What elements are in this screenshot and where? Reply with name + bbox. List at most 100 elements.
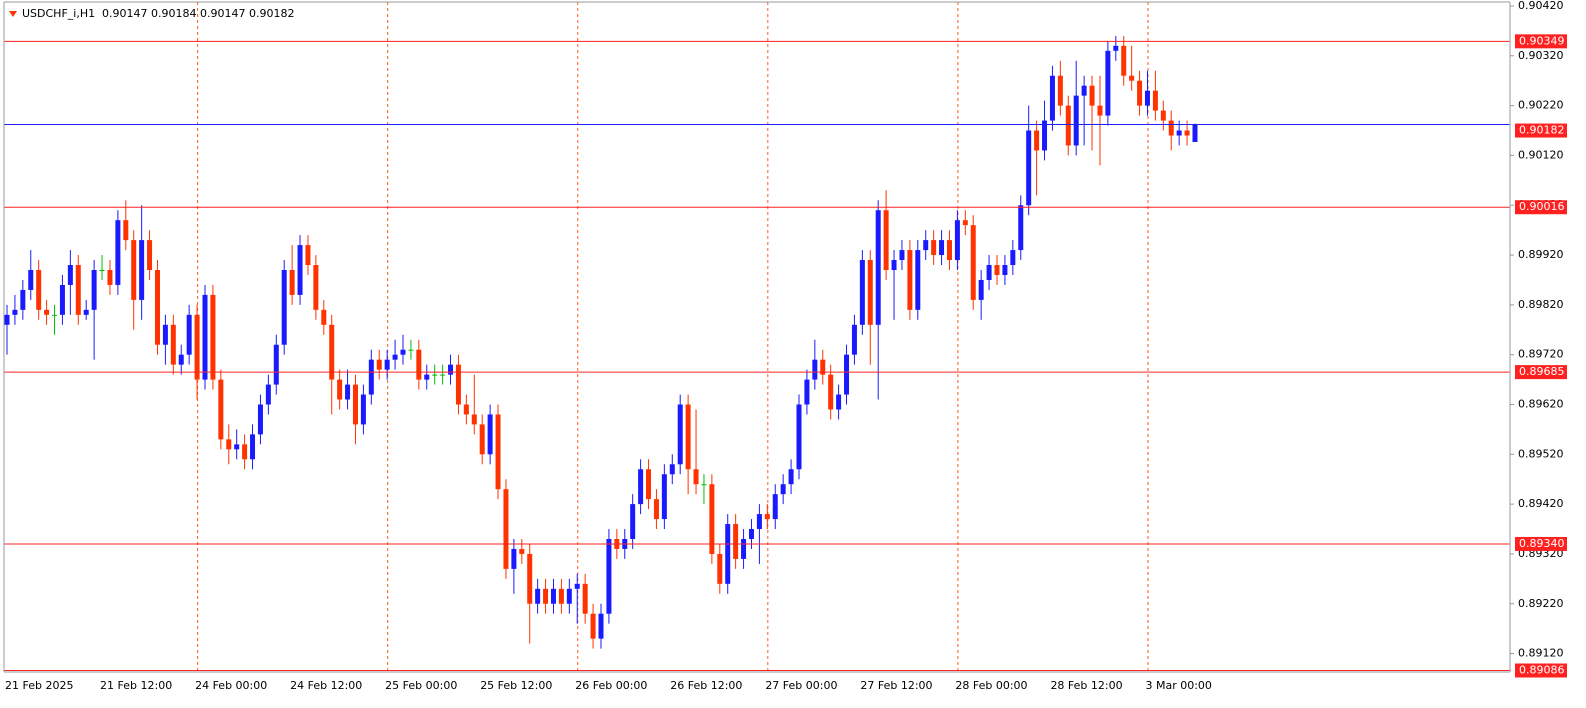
candle-body xyxy=(20,289,26,310)
candle-body xyxy=(590,613,596,639)
candle-body xyxy=(566,588,572,604)
candle-body xyxy=(384,359,390,370)
candle-body xyxy=(939,240,945,256)
candle-body xyxy=(242,444,248,460)
candle-body xyxy=(337,379,343,400)
candle-body xyxy=(91,270,97,310)
level-label-bg xyxy=(1515,200,1567,215)
candle-body xyxy=(748,529,754,539)
candle-body xyxy=(147,240,153,270)
level-label-bg xyxy=(1515,663,1567,678)
candle-body xyxy=(424,374,430,380)
candle-body xyxy=(352,384,358,425)
candle-body xyxy=(305,245,311,266)
x-tick-label: 24 Feb 12:00 xyxy=(290,679,362,692)
candle-body xyxy=(725,524,731,584)
candle-body xyxy=(36,270,42,310)
candle-body xyxy=(646,469,652,500)
candle-body xyxy=(1034,130,1040,151)
candle-body xyxy=(511,548,517,569)
candle-body xyxy=(273,344,279,385)
candle-body xyxy=(1121,45,1127,76)
candle-body xyxy=(186,314,192,355)
candle-body xyxy=(970,225,976,300)
candle-body xyxy=(455,364,461,405)
candle-body xyxy=(741,538,747,559)
candle-body xyxy=(851,324,857,355)
candle-body xyxy=(368,359,374,395)
candle-body xyxy=(194,314,200,380)
candle-body xyxy=(677,404,683,465)
candle-body xyxy=(376,359,382,370)
chart-title: USDCHF_i,H1 xyxy=(22,7,95,20)
candle-body xyxy=(392,354,398,360)
y-tick-label: 0.90120 xyxy=(1518,148,1564,161)
candle-body xyxy=(978,279,984,300)
candle-body xyxy=(772,494,778,520)
candle-body xyxy=(1057,75,1063,106)
level-label-bg xyxy=(1515,34,1567,49)
candle-body xyxy=(954,220,960,261)
candle-body xyxy=(115,220,121,285)
x-tick-label: 26 Feb 12:00 xyxy=(670,679,742,692)
x-tick-label: 24 Feb 00:00 xyxy=(195,679,267,692)
level-label-bg xyxy=(1515,365,1567,380)
candle-body xyxy=(946,240,952,261)
x-tick-label: 28 Feb 00:00 xyxy=(955,679,1027,692)
y-tick-label: 0.90420 xyxy=(1518,0,1564,12)
candle-body xyxy=(139,240,145,300)
candle-body xyxy=(820,359,826,375)
candle-body xyxy=(1129,75,1135,81)
candle-body xyxy=(994,265,1000,275)
candle-body xyxy=(1105,50,1111,116)
candle-body xyxy=(178,354,184,365)
candle-body xyxy=(440,374,446,376)
candle-body xyxy=(812,359,818,380)
x-tick-label: 27 Feb 12:00 xyxy=(860,679,932,692)
candle-body xyxy=(844,354,850,395)
candle-body xyxy=(582,583,588,614)
candle-body xyxy=(1192,124,1198,142)
candle-body xyxy=(685,404,691,470)
candle-body xyxy=(289,270,295,295)
candle-body xyxy=(313,265,319,310)
y-tick-label: 0.89120 xyxy=(1518,647,1564,660)
candle-body xyxy=(875,210,881,325)
candle-body xyxy=(345,384,351,400)
header-low: 0.90147 xyxy=(200,7,246,20)
candle-body xyxy=(733,524,739,559)
candle-body xyxy=(962,220,968,226)
candle-body xyxy=(519,548,525,554)
candle-body xyxy=(638,469,644,505)
candle-body xyxy=(693,469,699,485)
candle-body xyxy=(162,324,168,345)
candle-body xyxy=(408,349,414,351)
candle-body xyxy=(479,424,485,455)
candle-body xyxy=(1144,90,1150,106)
candle-body xyxy=(717,553,723,584)
candle-body xyxy=(701,484,707,486)
candle-body xyxy=(931,240,937,256)
candle-body xyxy=(804,379,810,405)
header-close: 0.90182 xyxy=(249,7,295,20)
candle-body xyxy=(653,499,659,520)
candle-body xyxy=(574,583,580,589)
y-tick-label: 0.89920 xyxy=(1518,248,1564,261)
candle-body xyxy=(630,504,636,539)
y-tick-label: 0.89520 xyxy=(1518,447,1564,460)
candle-body xyxy=(226,439,232,450)
candle-body xyxy=(448,364,454,375)
x-tick-label: 25 Feb 12:00 xyxy=(480,679,552,692)
header-open: 0.90147 xyxy=(102,7,148,20)
candle-body xyxy=(432,374,438,376)
x-tick-label: 21 Feb 12:00 xyxy=(100,679,172,692)
candle-body xyxy=(1176,130,1182,136)
candle-body xyxy=(1184,130,1190,136)
candle-body xyxy=(1152,90,1158,111)
candle-body xyxy=(329,324,335,380)
candle-body xyxy=(543,588,549,604)
candle-body xyxy=(360,394,366,425)
level-label: 0.89685 xyxy=(1519,365,1565,378)
candle-body xyxy=(52,314,58,316)
